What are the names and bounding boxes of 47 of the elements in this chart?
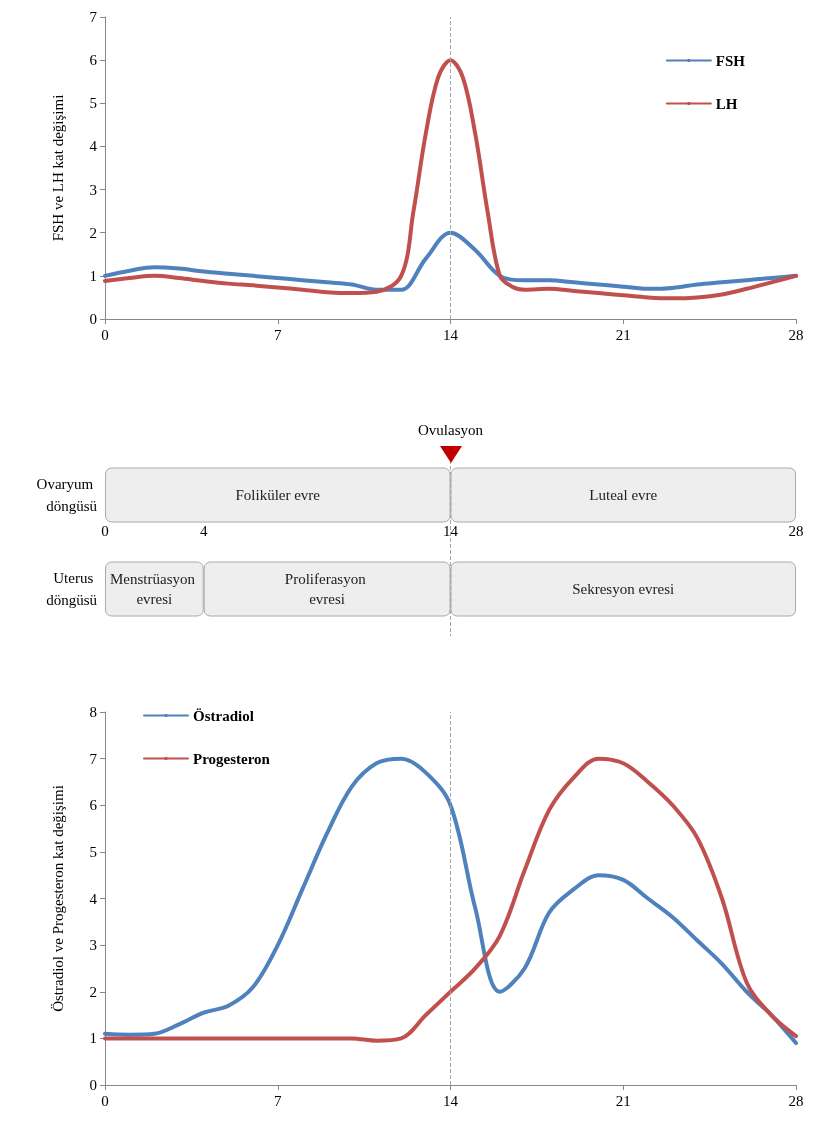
legend-label: FSH: [715, 52, 746, 69]
line-series: [103, 58, 798, 301]
data-label: Foliküler evre: [235, 487, 321, 503]
x-tick-label: 14: [443, 522, 459, 539]
x-tick-label: 14: [443, 326, 459, 343]
y-tick-label: 6: [89, 797, 98, 814]
y-tick-label: Uterus döngüsü: [46, 570, 98, 608]
y-tick-label: 7: [89, 750, 98, 767]
x-tick-label: 0: [101, 1092, 109, 1109]
y-tick-label: 6: [89, 52, 98, 69]
y-axis-title: FSH ve LH kat değişimi: [49, 94, 66, 242]
y-tick-label: 3: [89, 937, 97, 954]
line-series: [103, 230, 798, 292]
data-label: Luteal evre: [589, 487, 658, 503]
data-label: Sekresyon evresi: [572, 581, 675, 597]
x-tick-label: 28: [788, 1092, 804, 1109]
y-tick-label: 4: [89, 890, 98, 907]
x-tick-label: 0: [101, 522, 109, 539]
legend-label: Progesteron: [193, 750, 271, 767]
y-tick-label: 8: [89, 704, 97, 720]
y-tick-label: 1: [89, 267, 97, 284]
y-tick-label: 5: [89, 843, 97, 860]
y-axis-title: Östradiol ve Progesteron kat değişimi: [49, 785, 66, 1012]
data-label: Proliferasyon evresi: [284, 571, 370, 607]
y-tick-label: 5: [89, 95, 97, 112]
x-tick-label: 21: [615, 326, 631, 343]
y-tick-label: 0: [89, 1077, 97, 1093]
y-tick-label: 4: [89, 138, 98, 155]
y-tick-label: 7: [89, 9, 98, 25]
x-tick-label: 0: [101, 326, 109, 343]
y-tick-label: 2: [89, 983, 97, 1000]
x-tick-label: 21: [615, 1092, 631, 1109]
x-tick-label: 4: [199, 522, 208, 539]
y-tick-label: 2: [89, 224, 97, 241]
y-tick-label: Ovaryum döngüsü: [36, 476, 98, 514]
y-tick-label: 0: [89, 311, 97, 327]
x-tick-label: 28: [788, 326, 804, 343]
data-label: Menstrüasyon evresi: [109, 571, 199, 607]
y-tick-label: 1: [89, 1030, 97, 1047]
y-tick-label: 3: [89, 181, 97, 198]
x-tick-label: 7: [274, 1092, 282, 1109]
x-tick-label: 14: [443, 1092, 459, 1109]
legend-label: LH: [715, 95, 738, 112]
x-tick-label: 7: [274, 326, 282, 343]
text: Ovulasyon: [417, 421, 484, 439]
x-tick-label: 28: [788, 522, 804, 539]
legend-label: Östradiol: [193, 707, 254, 724]
